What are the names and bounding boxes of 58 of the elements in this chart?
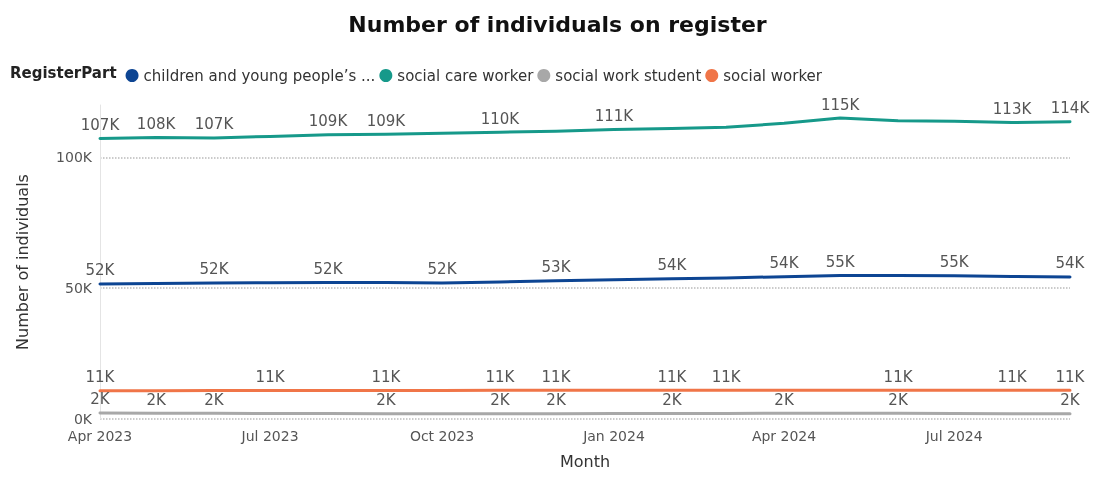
y-tick-label: 0K [73, 411, 93, 427]
data-label: 52K [313, 259, 344, 278]
data-label: 107K [80, 115, 121, 134]
line-series [98, 274, 1072, 286]
data-label: 11K [541, 367, 572, 386]
data-label: 2K [146, 390, 167, 409]
legend-title: RegisterPart [10, 63, 117, 82]
data-label: 11K [1055, 367, 1086, 386]
legend-label: social work student [555, 66, 702, 85]
data-label: 2K [546, 391, 567, 410]
data-label: 52K [427, 260, 458, 279]
data-label: 11K [997, 367, 1028, 386]
x-tick-label: Apr 2024 [751, 428, 817, 444]
data-label: 2K [662, 391, 683, 410]
data-label: 54K [1055, 254, 1086, 273]
data-label: 109K [308, 112, 349, 131]
data-label: 107K [194, 115, 235, 134]
data-label: 114K [1050, 99, 1091, 118]
legend-label: social care worker [397, 66, 535, 85]
y-tick-label: 50K [65, 280, 93, 297]
legend-label: social worker [723, 66, 823, 85]
data-label: 2K [888, 390, 909, 409]
data-label: 2K [490, 391, 511, 410]
data-label: 53K [541, 258, 572, 277]
data-label: 115K [820, 95, 861, 114]
data-label: 2K [204, 390, 225, 409]
x-tick-label: Apr 2023 [67, 428, 133, 444]
chart-title: Number of individuals on register [348, 11, 767, 37]
data-label: 52K [85, 261, 116, 280]
data-label: 11K [711, 367, 742, 386]
x-tick-label: Jul 2023 [240, 428, 299, 444]
data-label: 11K [485, 367, 516, 386]
data-label: 109K [366, 111, 407, 130]
data-label: 55K [825, 253, 856, 272]
data-label: 11K [371, 367, 402, 386]
data-label: 108K [136, 114, 177, 133]
data-label: 11K [883, 367, 914, 386]
data-label: 11K [85, 368, 116, 387]
data-label: 110K [480, 109, 521, 128]
y-tick-label: 100K [56, 149, 93, 166]
data-label: 2K [90, 390, 111, 409]
x-tick-label: Jan 2024 [582, 428, 645, 444]
data-label: 52K [199, 260, 230, 279]
data-label: 111K [594, 107, 635, 126]
data-label: 2K [376, 391, 397, 410]
data-label: 2K [1060, 391, 1081, 410]
data-label: 11K [657, 367, 688, 386]
x-tick-label: Jul 2024 [924, 428, 983, 444]
data-label: 11K [255, 367, 286, 386]
x-axis-title: Month [559, 451, 611, 471]
data-label: 113K [992, 100, 1033, 119]
data-label: 54K [657, 256, 688, 275]
y-axis-title: Number of individuals [12, 174, 32, 350]
data-label: 55K [939, 253, 970, 272]
x-tick-label: Oct 2023 [409, 428, 475, 444]
legend-label: children and young people’s ... [143, 66, 376, 85]
data-label: 2K [774, 390, 795, 409]
data-label: 54K [769, 254, 800, 273]
